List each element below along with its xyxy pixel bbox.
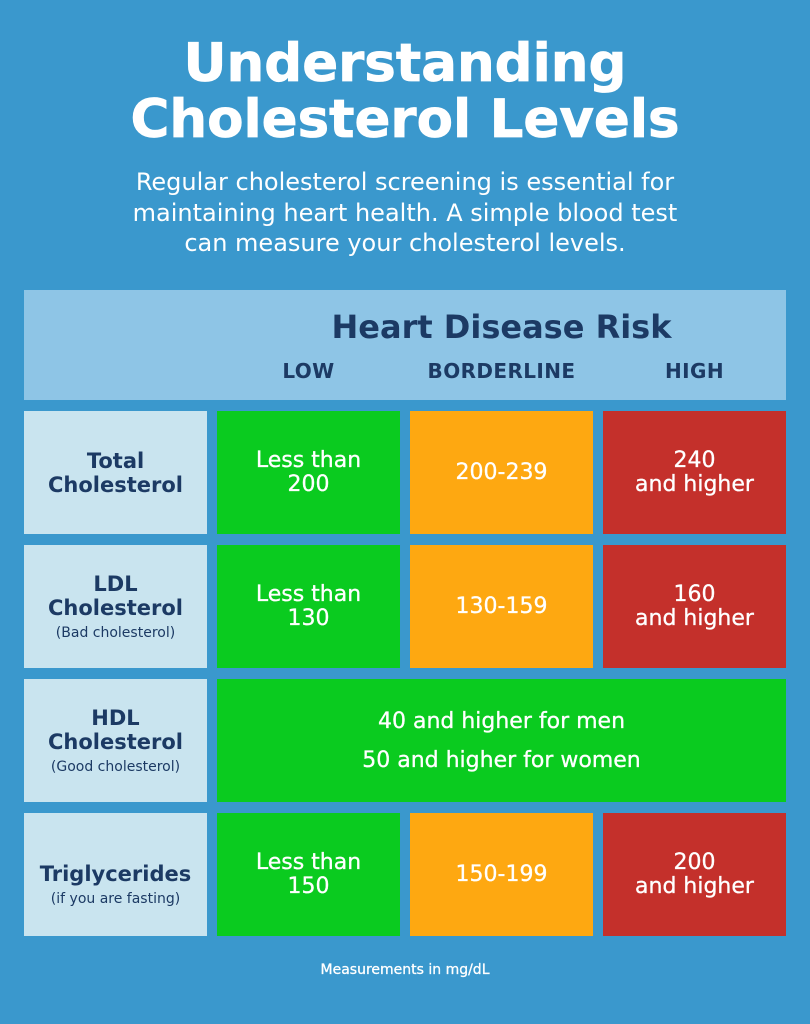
row-label-name: LDL: [93, 571, 138, 596]
row-label-note: (if you are fasting): [50, 890, 181, 907]
cell-value: Less than: [255, 447, 362, 473]
cell-value: 130-159: [455, 593, 548, 619]
borderline-risk-cell: 200-239: [410, 411, 593, 534]
table-row-ldl-cholesterol: LDL Cholesterol (Bad cholesterol) Less t…: [24, 545, 786, 668]
table-heading: Heart Disease Risk: [331, 308, 672, 346]
high-risk-cell: 160 and higher: [603, 545, 786, 668]
low-risk-cell: Less than 130: [217, 545, 400, 668]
borderline-risk-cell: 130-159: [410, 545, 593, 668]
page-title: Understanding Cholesterol Levels: [0, 33, 810, 150]
high-risk-cell: 200 and higher: [603, 813, 786, 936]
cell-value: Less than: [255, 849, 362, 875]
row-label: HDL Cholesterol (Good cholesterol): [24, 679, 207, 802]
low-risk-cell: Less than 150: [217, 813, 400, 936]
intro-line-3: can measure your cholesterol levels.: [184, 229, 626, 257]
table-header: Heart Disease Risk LOW BORDERLINE HIGH: [24, 290, 786, 400]
cell-value: 200: [673, 849, 716, 875]
table-row-hdl-cholesterol: HDL Cholesterol (Good cholesterol) 40 an…: [24, 679, 786, 802]
cell-value: and higher: [635, 873, 754, 899]
cell-value: 160: [673, 581, 716, 607]
row-label: Total Cholesterol: [24, 411, 207, 534]
hdl-healthy-range-cell: 40 and higher for men 50 and higher for …: [217, 679, 786, 802]
row-label-name: Cholesterol: [48, 595, 183, 620]
cell-value: 200: [287, 471, 330, 497]
risk-column-headers: LOW BORDERLINE HIGH: [217, 359, 786, 383]
cell-value: 130: [287, 605, 330, 631]
cell-value: Less than: [255, 581, 362, 607]
column-header-borderline: BORDERLINE: [427, 359, 576, 383]
cell-value: 200-239: [455, 459, 548, 485]
cell-value: 240: [673, 447, 716, 473]
row-label-name: Cholesterol: [48, 729, 183, 754]
intro-text: Regular cholesterol screening is essenti…: [0, 167, 810, 259]
row-label: Triglycerides (if you are fasting): [24, 813, 207, 936]
high-risk-cell: 240 and higher: [603, 411, 786, 534]
column-header-low: LOW: [282, 359, 335, 383]
title-line-2: Cholesterol Levels: [130, 89, 680, 150]
title-line-1: Understanding: [183, 33, 627, 94]
row-label-note: (Bad cholesterol): [55, 624, 176, 641]
measurement-unit-note: Measurements in mg/dL: [320, 962, 490, 978]
row-label-name: Total: [86, 448, 145, 473]
table-row-total-cholesterol: Total Cholesterol Less than 200 200-239 …: [24, 411, 786, 534]
borderline-risk-cell: 150-199: [410, 813, 593, 936]
row-label: LDL Cholesterol (Bad cholesterol): [24, 545, 207, 668]
cell-value: 150: [287, 873, 330, 899]
cell-value: 40 and higher for men: [377, 708, 626, 734]
row-label-note: (Good cholesterol): [50, 758, 181, 775]
row-label-name: Cholesterol: [48, 472, 183, 497]
intro-line-1: Regular cholesterol screening is essenti…: [135, 168, 675, 196]
low-risk-cell: Less than 200: [217, 411, 400, 534]
intro-line-2: maintaining heart health. A simple blood…: [132, 198, 678, 227]
cell-value: and higher: [635, 471, 754, 497]
column-header-high: HIGH: [665, 359, 724, 383]
row-label-name: Triglycerides: [39, 861, 192, 886]
cell-value: and higher: [635, 605, 754, 631]
row-label-name: HDL: [91, 705, 140, 730]
cell-value: 50 and higher for women: [362, 747, 641, 773]
table-row-triglycerides: Triglycerides (if you are fasting) Less …: [24, 813, 786, 936]
cholesterol-risk-table: Heart Disease Risk LOW BORDERLINE HIGH T…: [24, 290, 786, 936]
cell-value: 150-199: [455, 861, 548, 887]
